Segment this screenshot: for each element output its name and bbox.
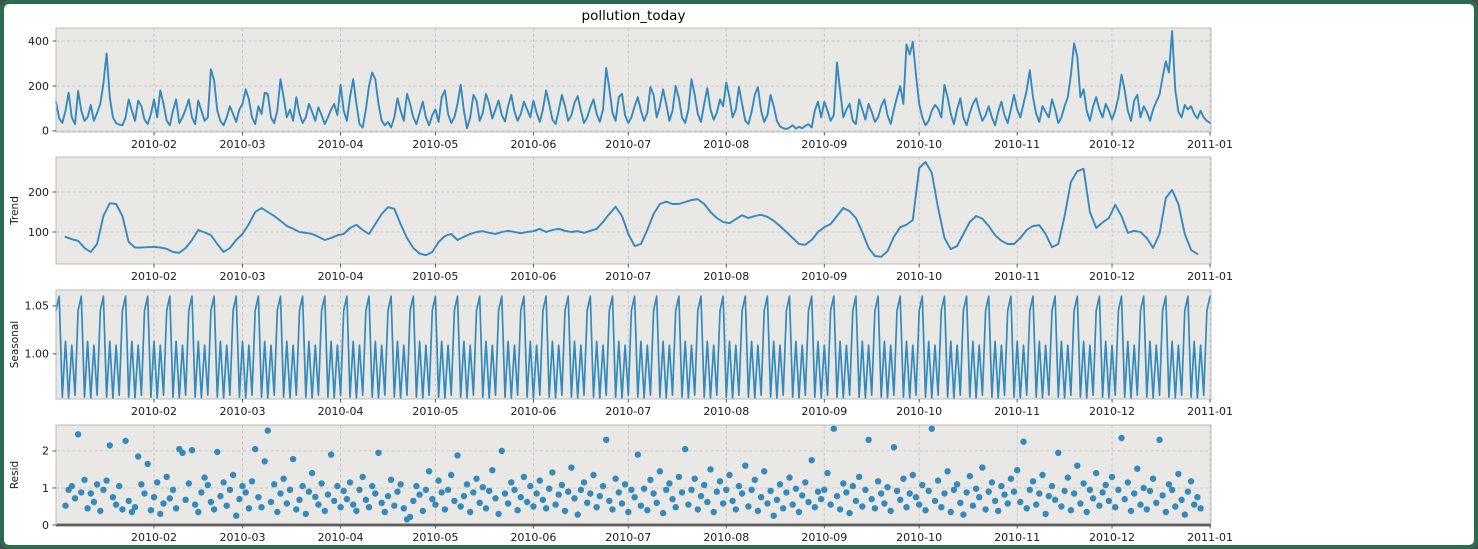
svg-text:2010-11: 2010-11 (994, 138, 1040, 151)
svg-text:0: 0 (42, 519, 49, 532)
svg-text:100: 100 (28, 226, 49, 239)
svg-text:2010-04: 2010-04 (318, 138, 364, 151)
svg-text:2010-11: 2010-11 (994, 270, 1040, 283)
svg-text:Resid: Resid (9, 461, 21, 489)
svg-text:2010-08: 2010-08 (703, 270, 749, 283)
svg-text:2010-12: 2010-12 (1089, 270, 1135, 283)
subplot-resid: 2010-02 2010-03 2010-04 2010-05 2010-06 2010-… (9, 424, 1233, 544)
svg-text:2010-07: 2010-07 (605, 138, 651, 151)
svg-text:2010-09: 2010-09 (801, 405, 847, 418)
svg-text:2010-11: 2010-11 (994, 405, 1040, 418)
svg-text:2010-11: 2010-11 (994, 531, 1040, 544)
svg-text:2010-04: 2010-04 (318, 270, 364, 283)
svg-text:2010-08: 2010-08 (703, 531, 749, 544)
svg-text:2010-06: 2010-06 (510, 531, 556, 544)
svg-text:200: 200 (28, 80, 49, 93)
svg-text:2010-06: 2010-06 (510, 138, 556, 151)
subplot-trend: 2010-02 2010-03 2010-04 2010-05 2010-06 2010-… (9, 156, 1233, 283)
svg-text:2010-08: 2010-08 (703, 405, 749, 418)
svg-text:2010-02: 2010-02 (131, 405, 177, 418)
svg-text:2010-05: 2010-05 (412, 270, 458, 283)
svg-text:2010-10: 2010-10 (896, 138, 942, 151)
svg-text:2010-03: 2010-03 (220, 531, 266, 544)
svg-text:2010-03: 2010-03 (220, 270, 266, 283)
svg-text:2010-06: 2010-06 (510, 270, 556, 283)
svg-text:2010-10: 2010-10 (896, 270, 942, 283)
svg-text:2: 2 (42, 445, 49, 458)
svg-text:400: 400 (28, 35, 49, 48)
svg-text:2010-05: 2010-05 (412, 405, 458, 418)
svg-text:Trend: Trend (9, 196, 21, 226)
svg-text:2010-07: 2010-07 (605, 531, 651, 544)
svg-text:2010-02: 2010-02 (131, 531, 177, 544)
svg-text:2010-12: 2010-12 (1089, 138, 1135, 151)
svg-text:2011-01: 2011-01 (1187, 270, 1233, 283)
svg-text:2010-12: 2010-12 (1089, 531, 1135, 544)
svg-text:Seasonal: Seasonal (9, 321, 21, 368)
svg-text:2010-09: 2010-09 (801, 270, 847, 283)
svg-text:2010-05: 2010-05 (412, 138, 458, 151)
svg-text:2011-01: 2011-01 (1187, 138, 1233, 151)
subplot-seasonal: 2010-02 2010-03 2010-04 2010-05 2010-06 2010-… (9, 289, 1233, 418)
svg-text:2010-10: 2010-10 (896, 531, 942, 544)
svg-text:200: 200 (28, 186, 49, 199)
svg-text:2010-10: 2010-10 (896, 405, 942, 418)
svg-text:2010-04: 2010-04 (318, 531, 364, 544)
svg-text:2010-07: 2010-07 (605, 405, 651, 418)
svg-text:2010-08: 2010-08 (703, 138, 749, 151)
svg-text:1: 1 (42, 482, 49, 495)
svg-text:2010-05: 2010-05 (412, 531, 458, 544)
svg-text:2011-01: 2011-01 (1187, 405, 1233, 418)
figure-title: pollution_today (581, 8, 686, 24)
svg-text:2010-02: 2010-02 (131, 138, 177, 151)
svg-text:2011-01: 2011-01 (1187, 531, 1233, 544)
svg-text:1.05: 1.05 (25, 300, 50, 313)
svg-text:2010-06: 2010-06 (510, 405, 556, 418)
svg-text:2010-03: 2010-03 (220, 138, 266, 151)
svg-text:2010-03: 2010-03 (220, 405, 266, 418)
svg-text:2010-07: 2010-07 (605, 270, 651, 283)
svg-text:2010-09: 2010-09 (801, 138, 847, 151)
svg-text:1.00: 1.00 (25, 348, 50, 361)
svg-text:2010-09: 2010-09 (801, 531, 847, 544)
svg-text:0: 0 (42, 125, 49, 138)
subplot-observed: 2010-02 2010-03 2010-04 2010-05 2010-06 2010-… (28, 27, 1233, 151)
svg-text:2010-02: 2010-02 (131, 270, 177, 283)
decomposition-figure: 2010-02 2010-03 2010-04 2010-05 2010-06 2010-… (9, 27, 1233, 544)
svg-text:2010-04: 2010-04 (318, 405, 364, 418)
svg-text:2010-12: 2010-12 (1089, 405, 1135, 418)
